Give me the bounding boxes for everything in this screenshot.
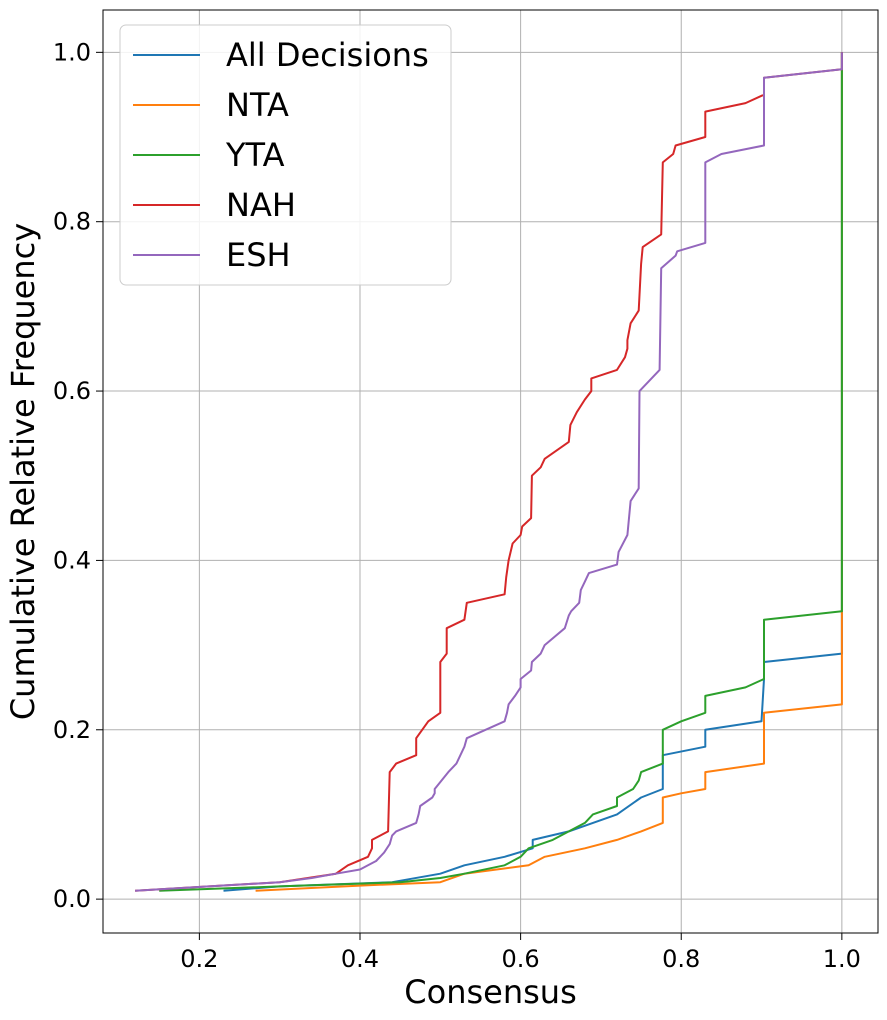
- legend-label: All Decisions: [226, 36, 429, 74]
- legend-label: YTA: [225, 136, 285, 174]
- y-tick-label: 0.4: [53, 546, 91, 574]
- plot-frame: [102, 9, 879, 934]
- legend-label: NTA: [226, 86, 289, 124]
- series-lines: [135, 52, 843, 892]
- series-line-4: [135, 52, 843, 892]
- y-tick-label: 0.2: [53, 716, 91, 744]
- x-tick-label: 0.8: [662, 945, 700, 973]
- legend-label: NAH: [226, 186, 296, 224]
- y-axis-title: Cumulative Relative Frequency: [4, 223, 42, 720]
- legend-box: [119, 24, 452, 286]
- y-tick-label: 0.6: [53, 377, 91, 405]
- y-tick-label: 0.8: [53, 208, 91, 236]
- legend-label: ESH: [226, 236, 291, 274]
- y-tick-label: 0.0: [53, 885, 91, 913]
- axis-ticks: 0.2 0.4 0.6 0.8 1.0 0.0 0.2 0.4 0.6 0.8 1.0: [53, 38, 861, 973]
- x-tick-label: 0.2: [180, 945, 218, 973]
- series-line-0: [223, 52, 843, 892]
- x-axis-title: Consensus: [404, 973, 576, 1011]
- series-line-2: [159, 52, 843, 892]
- x-tick-label: 1.0: [823, 945, 861, 973]
- y-tick-label: 1.0: [53, 38, 91, 66]
- x-tick-label: 0.6: [502, 945, 540, 973]
- series-line-3: [135, 52, 843, 892]
- x-tick-label: 0.4: [341, 945, 379, 973]
- legend: All Decisions NTA YTA NAH ESH: [119, 24, 452, 286]
